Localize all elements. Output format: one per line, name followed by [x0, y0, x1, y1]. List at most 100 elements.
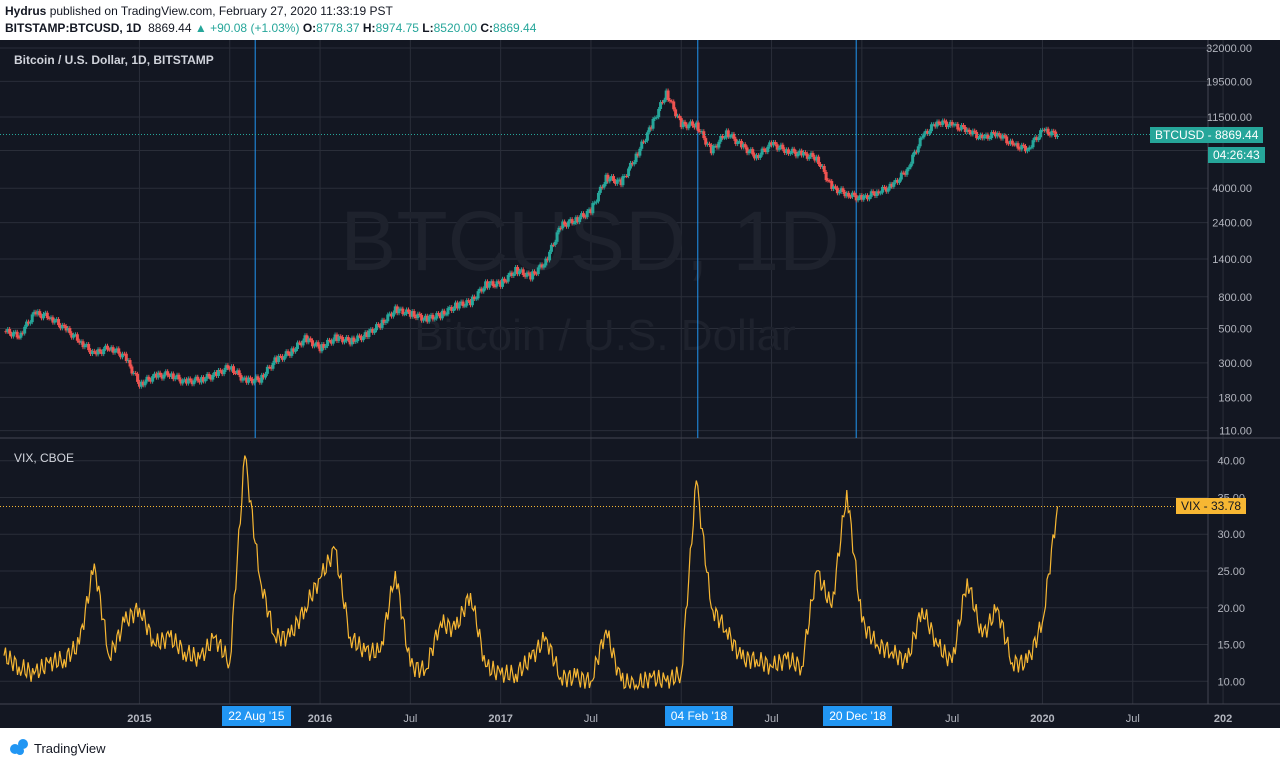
price-candle — [657, 108, 661, 118]
price-candle — [508, 272, 512, 276]
marker-date-tag: 04 Feb '18 — [664, 706, 734, 726]
price-candle — [832, 186, 836, 189]
price-candle — [835, 187, 839, 194]
price-candle — [903, 172, 907, 175]
price-axis-tick: 4000.00 — [1212, 183, 1252, 195]
price-candle — [956, 123, 960, 130]
time-axis-tick: Jul — [945, 713, 959, 725]
price-candle — [440, 310, 444, 319]
price-candle — [70, 333, 74, 338]
price-candle — [751, 149, 755, 155]
price-candle — [941, 120, 945, 125]
price-candle — [931, 124, 935, 126]
price-candle — [865, 195, 869, 200]
chart-canvas[interactable]: BTCUSD, 1D Bitcoin / U.S. Dollar 32000.0… — [0, 40, 1280, 728]
price-candle — [314, 342, 318, 346]
price-candle — [897, 179, 901, 183]
price-candle — [247, 377, 251, 383]
price-candle — [90, 350, 94, 354]
price-candle — [288, 353, 292, 356]
price-candle — [96, 349, 100, 355]
price-candle — [26, 321, 30, 324]
price-candle — [207, 373, 211, 377]
price-candle — [230, 366, 234, 370]
price-candle — [190, 380, 194, 385]
price-candle — [988, 138, 992, 140]
vix-axis-tick: 30.00 — [1217, 529, 1245, 541]
price-candle — [807, 156, 811, 159]
price-candle — [986, 134, 990, 139]
price-candle — [510, 272, 514, 276]
price-candle — [595, 201, 599, 203]
price-candle — [563, 221, 567, 225]
price-candle — [960, 125, 964, 130]
price-candle — [1048, 134, 1052, 136]
vix-axis-tick: 20.00 — [1217, 603, 1245, 615]
x-axis-ticks: 2015 2016 Jul 2017 Jul Jul Jul 2020 Jul 202 — [127, 713, 1232, 725]
price-candle — [275, 357, 279, 362]
price-candle — [228, 368, 232, 370]
price-candle — [117, 348, 121, 354]
price-candle — [1008, 140, 1012, 144]
price-candle — [698, 130, 702, 132]
price-candle — [837, 191, 841, 194]
price-candle — [914, 151, 918, 153]
price-candle — [768, 142, 772, 147]
price-candle — [589, 209, 593, 214]
price-candle — [224, 365, 228, 370]
price-candle — [34, 311, 38, 315]
price-candle — [638, 148, 642, 156]
price-candle — [232, 366, 236, 373]
price-candle — [1031, 140, 1035, 148]
vix-axis-tick: 10.00 — [1217, 676, 1245, 688]
price-candle — [491, 281, 495, 287]
price-candle — [13, 331, 17, 333]
price-candle — [888, 183, 892, 189]
brand-name[interactable]: TradingView — [34, 741, 106, 756]
price-candle — [760, 148, 764, 155]
price-candle — [540, 264, 544, 268]
price-candle — [613, 181, 617, 184]
price-candle — [384, 321, 388, 323]
vix-value-tag: VIX - 33.78 — [1176, 498, 1247, 515]
price-candle — [739, 140, 743, 148]
price-candle — [852, 192, 856, 196]
price-candle — [504, 281, 508, 283]
price-candle — [322, 344, 326, 348]
price-candle — [557, 227, 561, 233]
price-candle — [126, 360, 130, 362]
price-candle — [433, 318, 437, 320]
price-candle — [316, 342, 320, 347]
price-candle — [924, 130, 928, 134]
price-candle — [830, 181, 834, 189]
price-candle — [87, 344, 91, 351]
price-candle — [463, 305, 467, 307]
price-candle — [847, 192, 851, 197]
author-name[interactable]: Hydrus — [5, 4, 47, 18]
price-candle — [826, 180, 830, 182]
price-candle — [781, 144, 785, 150]
chart-header: Hydrus published on TradingView.com, Feb… — [0, 0, 1280, 40]
price-candle — [502, 278, 506, 282]
price-axis-tick: 800.00 — [1218, 292, 1252, 304]
price-candle — [309, 338, 313, 341]
price-candle — [879, 192, 883, 194]
price-candle — [963, 127, 967, 133]
price-candle — [723, 137, 727, 139]
price-candle — [670, 101, 674, 103]
price-candle — [715, 145, 719, 148]
price-candle — [141, 381, 145, 386]
price-candle — [175, 374, 179, 378]
tradingview-logo-icon[interactable] — [8, 738, 30, 756]
price-candle — [1035, 137, 1039, 141]
price-candle — [401, 308, 405, 315]
price-candle — [862, 195, 866, 200]
close-value: 8869.44 — [148, 21, 192, 35]
price-candle — [282, 356, 286, 360]
price-candle — [358, 335, 362, 337]
symbol-label[interactable]: BITSTAMP:BTCUSD, 1D — [5, 21, 142, 35]
price-candle — [192, 380, 196, 385]
price-candle — [687, 124, 691, 129]
price-candle — [111, 347, 115, 353]
price-candle — [617, 179, 621, 181]
